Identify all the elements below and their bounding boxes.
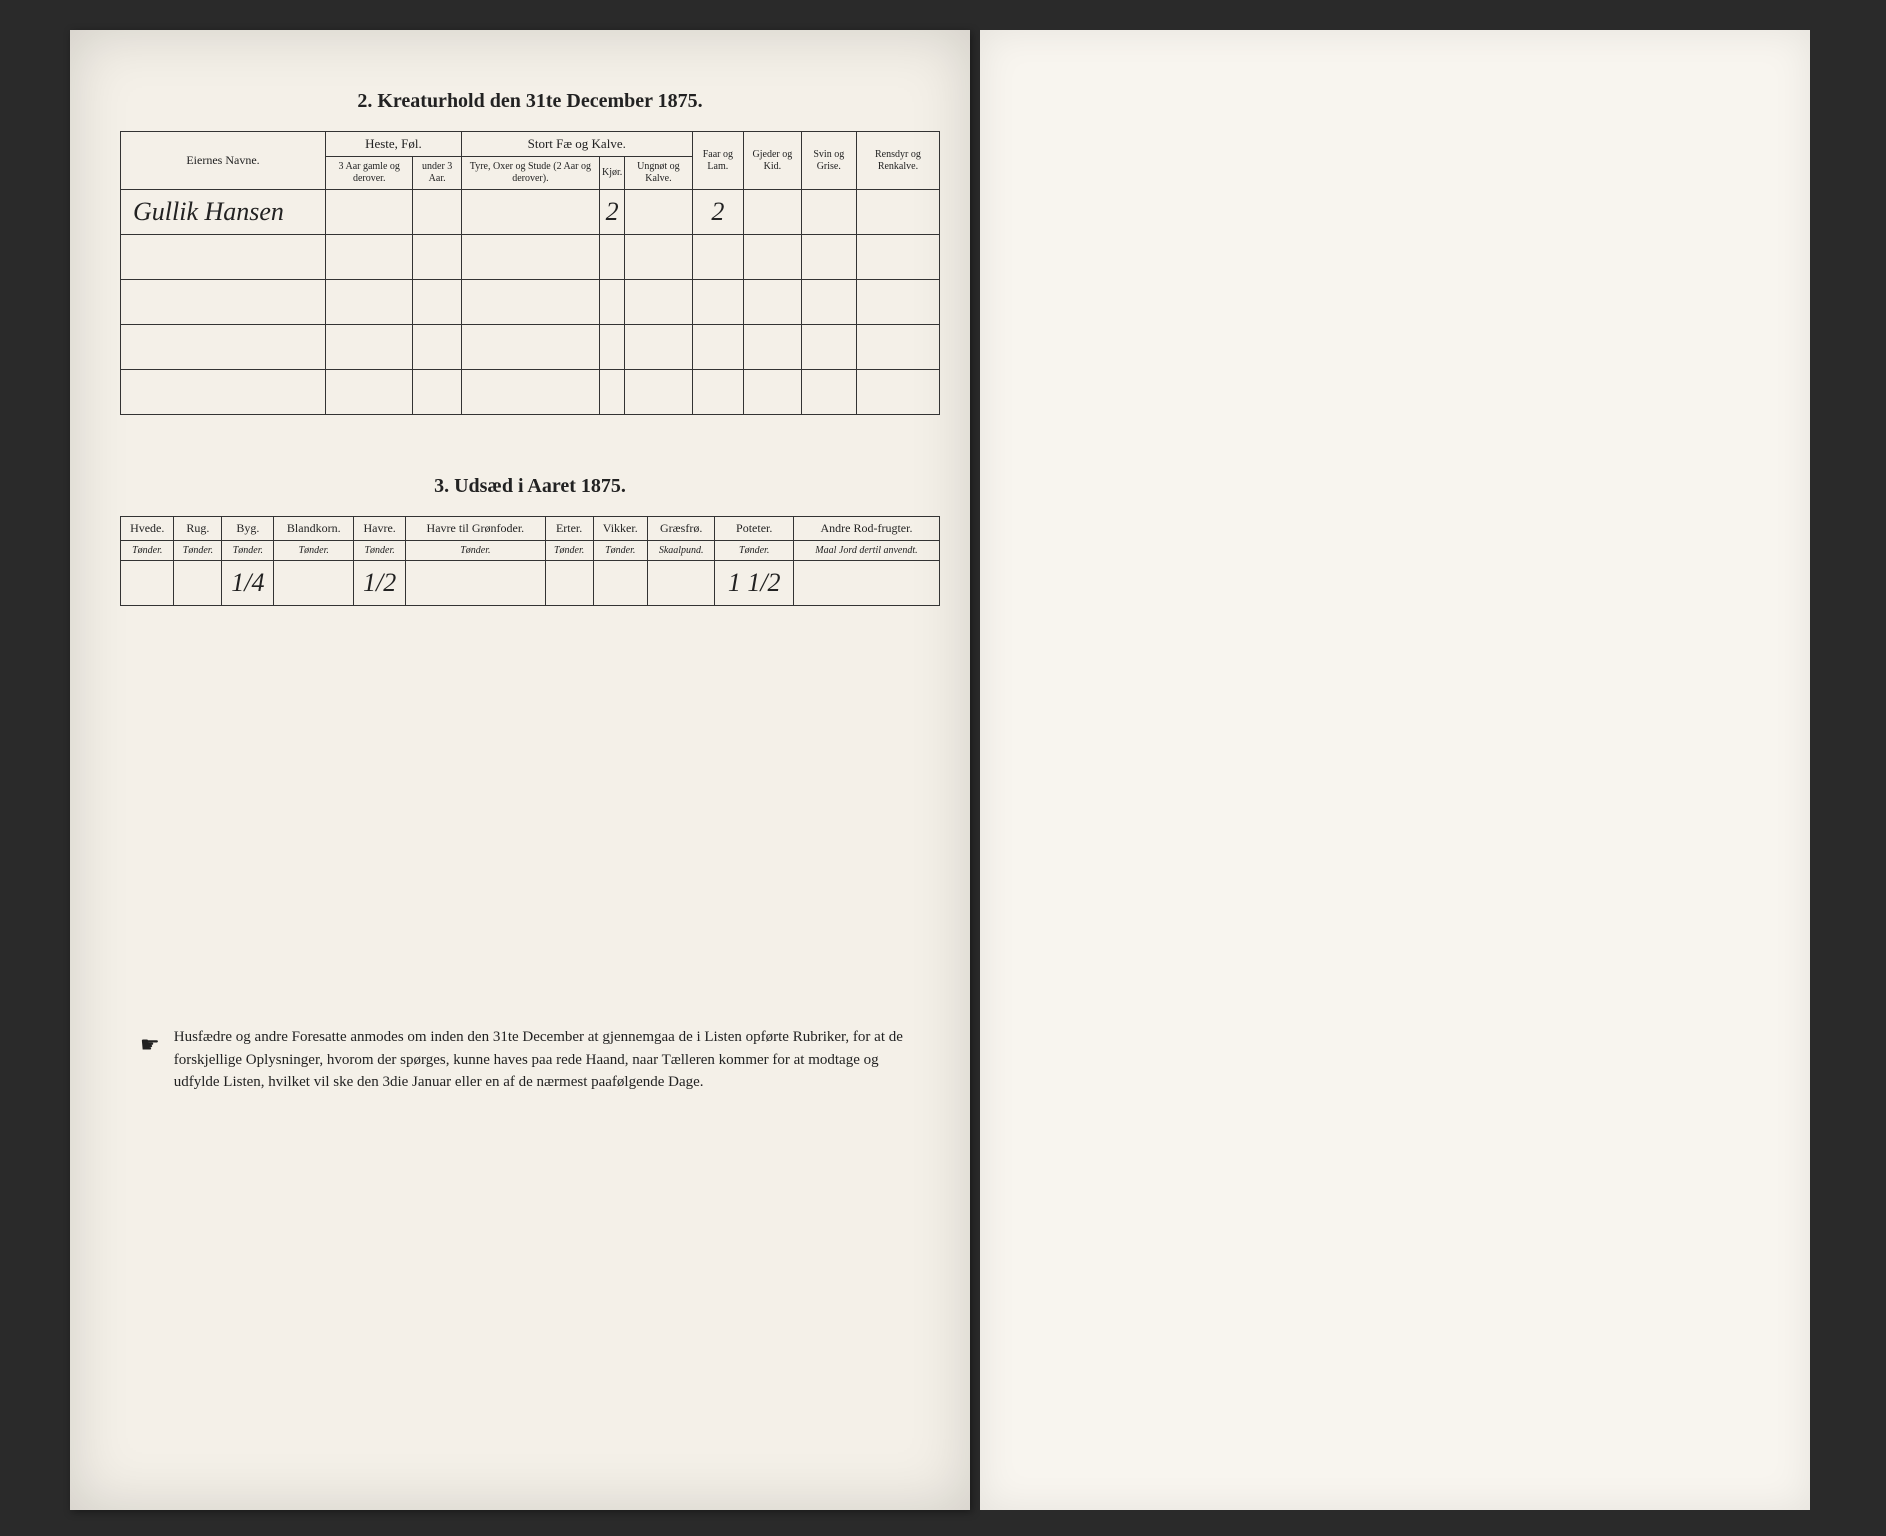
hdr-stort-sub1: Tyre, Oxer og Stude (2 Aar og derover).	[461, 157, 599, 190]
hdr-poteter: Poteter.	[715, 517, 793, 541]
hdr-havre: Havre.	[354, 517, 406, 541]
cell-blandkorn	[274, 561, 354, 606]
hdr-heste: Heste, Føl.	[326, 132, 462, 157]
unit-byg: Tønder.	[222, 541, 274, 561]
hdr-andre: Andre Rod-frugter.	[793, 517, 939, 541]
hdr-stort-sub2: Kjør.	[599, 157, 624, 190]
seed-table: Hvede. Rug. Byg. Blandkorn. Havre. Havre…	[120, 516, 940, 606]
hdr-hvede: Hvede.	[121, 517, 174, 541]
table-row	[121, 235, 940, 280]
unit-andre: Maal Jord dertil anvendt.	[793, 541, 939, 561]
hdr-blandkorn: Blandkorn.	[274, 517, 354, 541]
cell-heste2	[413, 190, 461, 235]
footer-note: ☛ Husfædre og andre Foresatte anmodes om…	[120, 1026, 940, 1094]
table-row	[121, 325, 940, 370]
cell-owner: Gullik Hansen	[121, 190, 326, 235]
unit-havre: Tønder.	[354, 541, 406, 561]
section3-title: 3. Udsæd i Aaret 1875.	[120, 475, 940, 498]
hdr-rensdyr: Rensdyr og Renkalve.	[856, 132, 939, 190]
cell-svin	[801, 190, 856, 235]
hdr-heste-sub2: under 3 Aar.	[413, 157, 461, 190]
unit-hvede: Tønder.	[121, 541, 174, 561]
cell-graesfroe	[647, 561, 715, 606]
footer-text: Husfædre og andre Foresatte anmodes om i…	[174, 1026, 920, 1094]
hdr-erter: Erter.	[545, 517, 593, 541]
cell-gjeder	[744, 190, 802, 235]
hdr-owner: Eiernes Navne.	[121, 132, 326, 190]
cell-stort1	[461, 190, 599, 235]
table-row: Gullik Hansen 2 2	[121, 190, 940, 235]
hdr-heste-sub1: 3 Aar gamle og derover.	[326, 157, 413, 190]
table-row: 1/4 1/2 1 1/2	[121, 561, 940, 606]
cell-heste1	[326, 190, 413, 235]
unit-vikker: Tønder.	[593, 541, 647, 561]
pointer-icon: ☛	[140, 1028, 160, 1094]
unit-graesfroe: Skaalpund.	[647, 541, 715, 561]
hdr-vikker: Vikker.	[593, 517, 647, 541]
table-row	[121, 280, 940, 325]
hdr-svin: Svin og Grise.	[801, 132, 856, 190]
hdr-gjeder: Gjeder og Kid.	[744, 132, 802, 190]
hdr-faar: Faar og Lam.	[692, 132, 743, 190]
unit-poteter: Tønder.	[715, 541, 793, 561]
right-page	[980, 30, 1810, 1510]
hdr-byg: Byg.	[222, 517, 274, 541]
unit-rug: Tønder.	[174, 541, 222, 561]
hdr-havre-gron: Havre til Grønfoder.	[406, 517, 546, 541]
livestock-table: Eiernes Navne. Heste, Føl. Stort Fæ og K…	[120, 131, 940, 415]
cell-stort3	[625, 190, 692, 235]
cell-rensdyr	[856, 190, 939, 235]
unit-erter: Tønder.	[545, 541, 593, 561]
hdr-stort: Stort Fæ og Kalve.	[461, 132, 692, 157]
hdr-rug: Rug.	[174, 517, 222, 541]
cell-havre: 1/2	[354, 561, 406, 606]
table-row	[121, 370, 940, 415]
hdr-graesfroe: Græsfrø.	[647, 517, 715, 541]
cell-vikker	[593, 561, 647, 606]
cell-havre-gron	[406, 561, 546, 606]
book-spread: 2. Kreaturhold den 31te December 1875. E…	[0, 0, 1886, 1536]
cell-faar: 2	[692, 190, 743, 235]
cell-andre	[793, 561, 939, 606]
cell-kjor: 2	[599, 190, 624, 235]
left-page: 2. Kreaturhold den 31te December 1875. E…	[70, 30, 970, 1510]
cell-rug	[174, 561, 222, 606]
cell-hvede	[121, 561, 174, 606]
cell-erter	[545, 561, 593, 606]
cell-byg: 1/4	[222, 561, 274, 606]
unit-blandkorn: Tønder.	[274, 541, 354, 561]
hdr-stort-sub3: Ungnøt og Kalve.	[625, 157, 692, 190]
section2-title: 2. Kreaturhold den 31te December 1875.	[120, 90, 940, 113]
unit-havre-gron: Tønder.	[406, 541, 546, 561]
cell-poteter: 1 1/2	[715, 561, 793, 606]
